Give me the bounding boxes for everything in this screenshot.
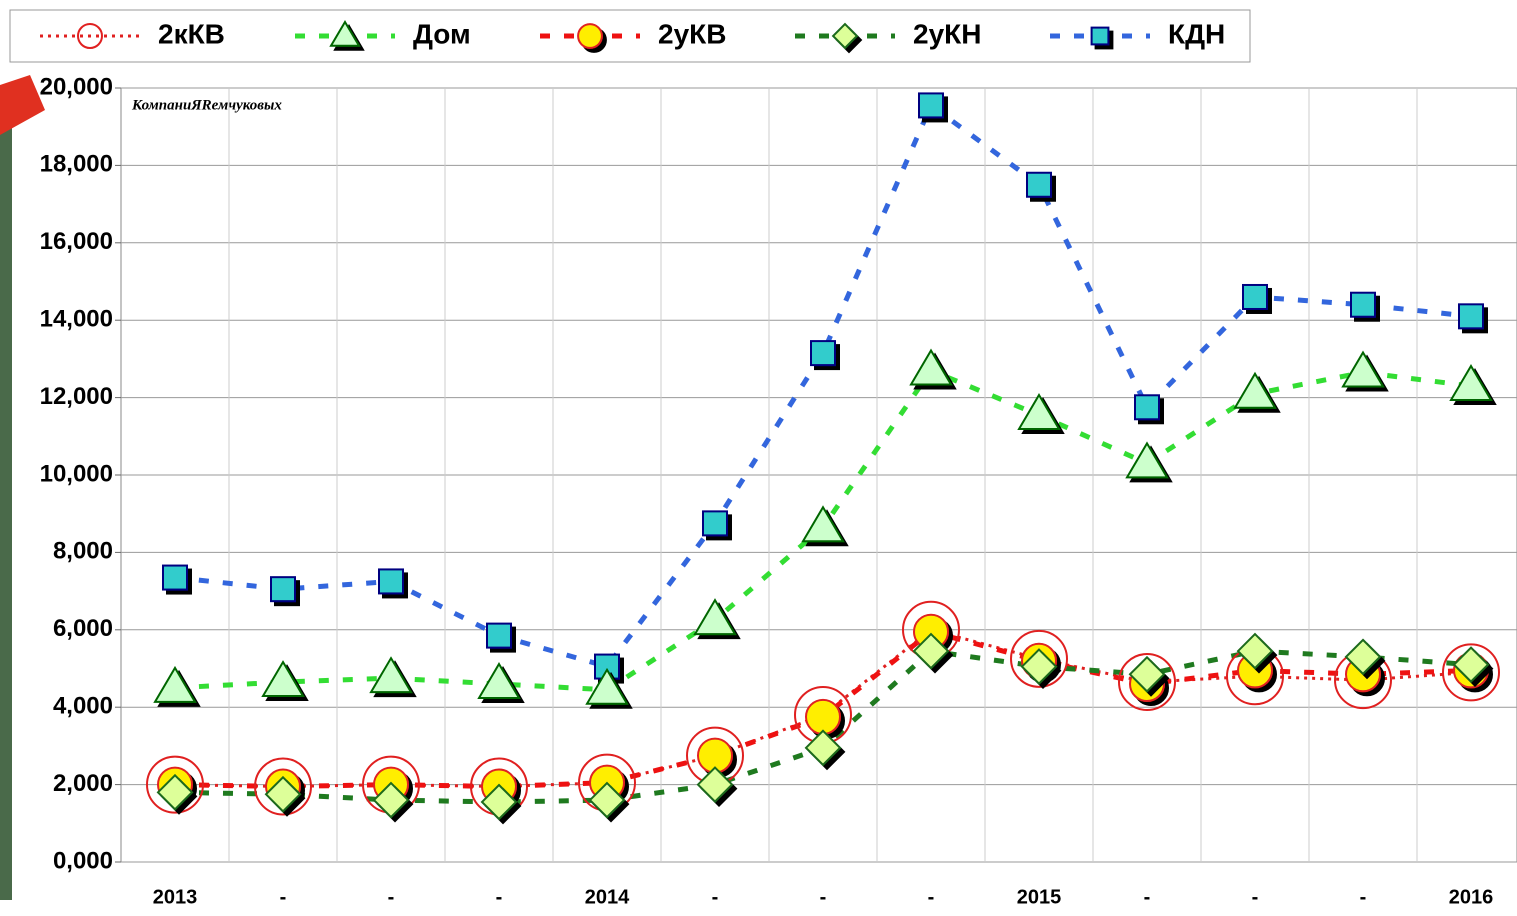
square-marker bbox=[1459, 304, 1483, 328]
square-marker bbox=[271, 577, 295, 601]
y-tick-label: 4,000 bbox=[53, 693, 113, 720]
square-marker bbox=[487, 624, 511, 648]
y-tick-label: 14,000 bbox=[40, 306, 113, 333]
x-tick-label: - bbox=[1144, 886, 1151, 908]
y-tick-label: 6,000 bbox=[53, 615, 113, 642]
legend-label: 2уКН bbox=[913, 18, 981, 49]
chart: КомпаниЯRемчуковых 0,000 2,000 4,000 6,000 8… bbox=[0, 0, 1517, 916]
y-tick-label: 12,000 bbox=[40, 383, 113, 410]
x-tick-label: - bbox=[1252, 886, 1259, 908]
square-marker bbox=[163, 566, 187, 590]
x-tick-label: - bbox=[388, 886, 395, 908]
y-tick-label: 20,000 bbox=[40, 73, 113, 100]
square-marker bbox=[379, 569, 403, 593]
legend-label: КДН bbox=[1168, 18, 1225, 49]
square-marker bbox=[703, 511, 727, 535]
x-tick-label: - bbox=[1360, 886, 1367, 908]
square-marker bbox=[1351, 293, 1375, 317]
y-tick-label: 16,000 bbox=[40, 228, 113, 255]
y-tick-label: 18,000 bbox=[40, 151, 113, 178]
y-tick-label: 2,000 bbox=[53, 770, 113, 797]
y-tick-label: 10,000 bbox=[40, 460, 113, 487]
square-marker bbox=[919, 93, 943, 117]
x-tick-label: - bbox=[820, 886, 827, 908]
square-marker bbox=[1027, 173, 1051, 197]
x-tick-label: - bbox=[280, 886, 287, 908]
legend-marker bbox=[1092, 28, 1109, 45]
square-marker bbox=[1135, 395, 1159, 419]
side-photo bbox=[0, 120, 12, 900]
watermark: КомпаниЯRемчуковых bbox=[131, 97, 282, 113]
x-tick-label: - bbox=[712, 886, 719, 908]
x-tick-label: 2016 bbox=[1449, 886, 1494, 908]
x-tick-label: - bbox=[496, 886, 503, 908]
circle-marker bbox=[806, 700, 840, 734]
y-tick-label: 8,000 bbox=[53, 538, 113, 565]
legend-label: 2уКВ bbox=[658, 18, 726, 49]
x-tick-label: - bbox=[928, 886, 935, 908]
legend-label: 2кКВ bbox=[158, 18, 225, 49]
legend-label: Дом bbox=[413, 18, 471, 49]
legend-marker bbox=[578, 24, 602, 48]
x-tick-label: 2013 bbox=[153, 886, 198, 908]
square-marker bbox=[1243, 285, 1267, 309]
y-tick-label: 0,000 bbox=[53, 847, 113, 874]
x-tick-label: 2014 bbox=[585, 886, 630, 908]
x-tick-label: 2015 bbox=[1017, 886, 1062, 908]
square-marker bbox=[811, 341, 835, 365]
